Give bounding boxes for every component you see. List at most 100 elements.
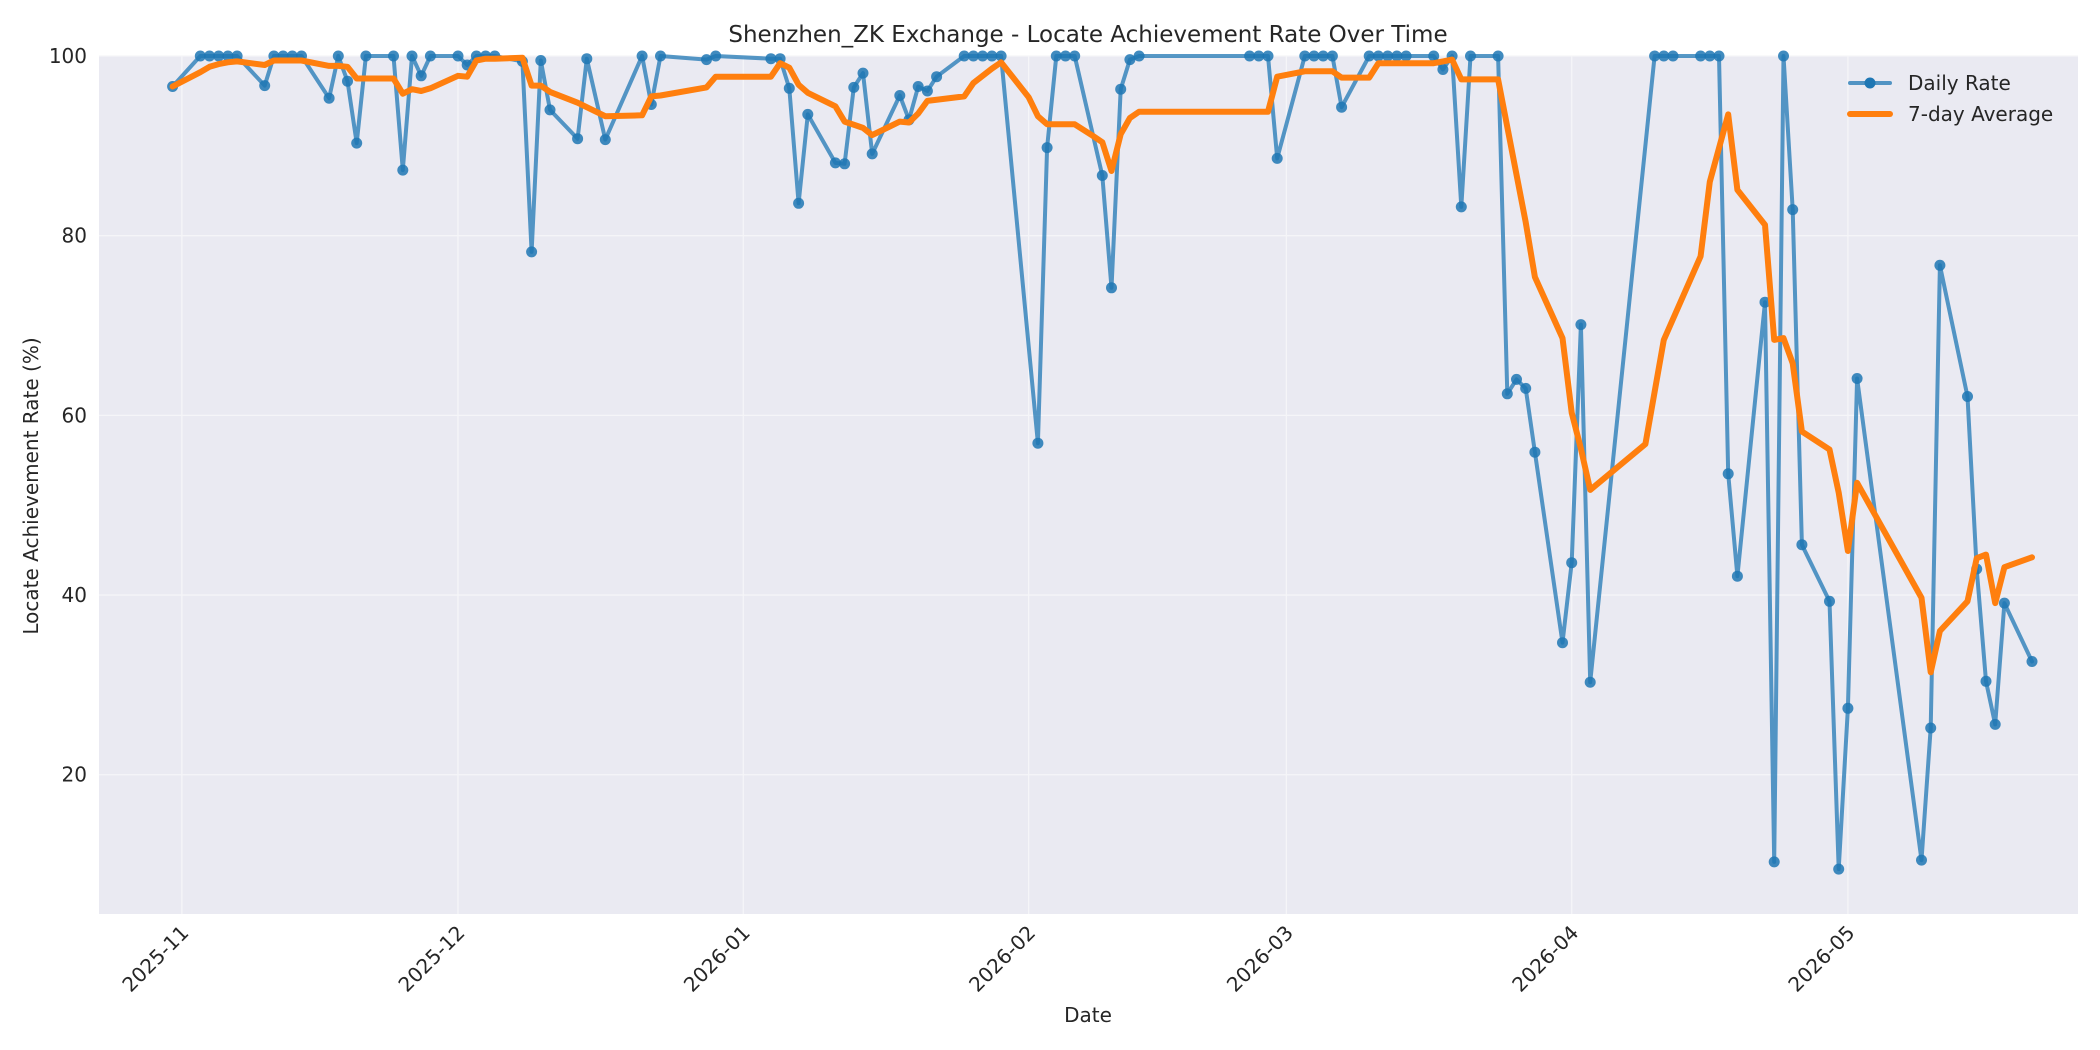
- data-point-daily-rate: [222, 50, 234, 62]
- legend-label-daily-rate: Daily Rate: [1908, 71, 2011, 95]
- data-point-daily-rate: [1428, 50, 1440, 62]
- data-point-daily-rate: [526, 246, 538, 258]
- data-point-daily-rate: [544, 104, 556, 116]
- data-point-daily-rate: [995, 50, 1007, 62]
- data-point-daily-rate: [1253, 50, 1265, 62]
- data-point-daily-rate: [1934, 259, 1946, 271]
- data-point-daily-rate: [424, 50, 436, 62]
- data-point-daily-rate: [977, 50, 989, 62]
- data-point-daily-rate: [332, 50, 344, 62]
- data-point-daily-rate: [1731, 570, 1743, 582]
- data-point-daily-rate: [599, 134, 611, 146]
- data-point-daily-rate: [1271, 152, 1283, 164]
- data-point-daily-rate: [1704, 50, 1716, 62]
- data-point-daily-rate: [581, 53, 593, 65]
- data-point-daily-rate: [452, 50, 464, 62]
- data-point-daily-rate: [1317, 50, 1329, 62]
- legend-label-7-day-average: 7-day Average: [1908, 102, 2053, 126]
- data-point-daily-rate: [213, 50, 225, 62]
- data-point-daily-rate: [894, 90, 906, 101]
- data-point-daily-rate: [1925, 722, 1937, 734]
- data-point-daily-rate: [1557, 637, 1568, 649]
- data-point-daily-rate: [1391, 50, 1403, 62]
- data-point-daily-rate: [204, 50, 215, 62]
- data-point-daily-rate: [1851, 373, 1863, 384]
- data-point-daily-rate: [342, 75, 353, 87]
- data-point-daily-rate: [655, 50, 666, 62]
- data-point-daily-rate: [1989, 718, 2001, 730]
- data-point-daily-rate: [1032, 437, 1044, 449]
- series-layer: [167, 50, 2038, 875]
- chart-title: Shenzhen_ZK Exchange - Locate Achievemen…: [728, 22, 1447, 48]
- data-point-daily-rate: [397, 164, 409, 176]
- data-point-daily-rate: [388, 50, 399, 62]
- data-point-daily-rate: [1060, 50, 1071, 62]
- data-point-daily-rate: [1998, 597, 2010, 609]
- data-point-daily-rate: [1372, 50, 1384, 62]
- data-point-daily-rate: [1492, 50, 1504, 62]
- data-point-daily-rate: [2026, 656, 2038, 667]
- data-point-daily-rate: [1400, 50, 1412, 62]
- data-point-daily-rate: [1041, 142, 1053, 154]
- data-point-daily-rate: [1363, 50, 1375, 62]
- data-point-daily-rate: [1824, 595, 1835, 607]
- data-point-daily-rate: [986, 50, 998, 62]
- data-point-daily-rate: [1980, 675, 1992, 687]
- data-point-daily-rate: [1455, 201, 1467, 213]
- data-point-daily-rate: [1695, 50, 1707, 62]
- data-point-daily-rate: [1667, 50, 1679, 62]
- data-point-daily-rate: [912, 81, 924, 92]
- data-point-daily-rate: [1308, 50, 1320, 62]
- data-point-daily-rate: [1713, 50, 1725, 62]
- y-axis-label: Locate Achievement Rate (%): [19, 337, 43, 634]
- data-point-daily-rate: [1584, 676, 1596, 688]
- data-point-daily-rate: [1658, 50, 1670, 62]
- data-point-daily-rate: [1529, 446, 1541, 458]
- data-point-daily-rate: [1501, 388, 1513, 400]
- y-tick-label: 20: [62, 763, 87, 787]
- data-point-daily-rate: [1962, 391, 1973, 402]
- data-point-daily-rate: [921, 85, 933, 97]
- data-point-daily-rate: [1768, 856, 1780, 868]
- legend: Daily Rate 7-day Average: [1847, 71, 2053, 126]
- data-point-daily-rate: [1106, 282, 1117, 294]
- y-tick-label: 60: [62, 403, 87, 427]
- data-point-daily-rate: [1566, 557, 1578, 569]
- data-point-daily-rate: [1649, 50, 1661, 62]
- data-point-daily-rate: [1262, 50, 1274, 62]
- data-point-daily-rate: [1575, 319, 1587, 331]
- data-point-daily-rate: [1511, 373, 1522, 385]
- data-point-daily-rate: [793, 197, 805, 209]
- data-point-daily-rate: [1124, 54, 1136, 66]
- data-point-daily-rate: [406, 50, 418, 62]
- y-tick-label: 100: [49, 44, 87, 68]
- data-point-daily-rate: [1759, 296, 1771, 308]
- data-point-daily-rate: [765, 53, 777, 65]
- data-point-daily-rate: [1244, 50, 1256, 62]
- data-point-daily-rate: [958, 50, 970, 62]
- data-point-daily-rate: [857, 67, 869, 79]
- data-point-daily-rate: [1115, 83, 1127, 95]
- data-point-daily-rate: [1778, 50, 1789, 62]
- data-point-daily-rate: [967, 50, 979, 62]
- series-line-7-day-average: [169, 54, 2035, 676]
- data-point-daily-rate: [415, 70, 427, 82]
- data-point-daily-rate: [1787, 204, 1799, 216]
- data-point-daily-rate: [866, 148, 878, 160]
- data-point-daily-rate: [1382, 50, 1394, 62]
- data-point-daily-rate: [701, 54, 712, 66]
- data-point-daily-rate: [783, 82, 795, 94]
- data-point-daily-rate: [1299, 50, 1311, 62]
- data-point-daily-rate: [839, 158, 851, 170]
- data-point-daily-rate: [710, 50, 722, 62]
- data-point-daily-rate: [323, 92, 335, 104]
- data-point-daily-rate: [636, 50, 648, 62]
- data-point-daily-rate: [1133, 50, 1145, 62]
- data-point-daily-rate: [1096, 170, 1108, 181]
- data-point-daily-rate: [351, 137, 363, 149]
- y-tick-label: 40: [62, 583, 87, 607]
- data-point-daily-rate: [1336, 101, 1348, 113]
- data-point-daily-rate: [848, 81, 860, 93]
- data-point-daily-rate: [1520, 382, 1532, 394]
